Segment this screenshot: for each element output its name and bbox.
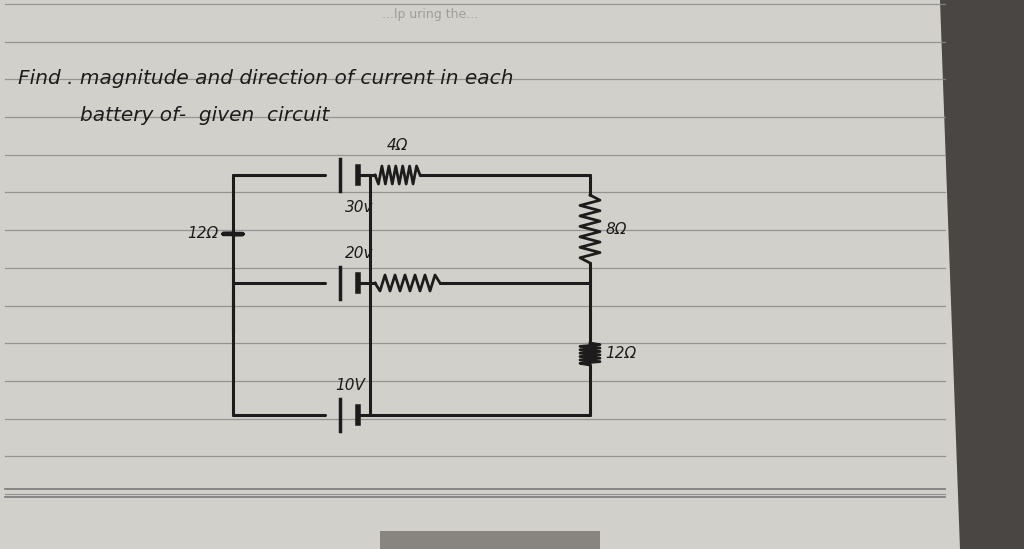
Polygon shape <box>0 0 961 549</box>
Text: Find . magnitude and direction of current in each: Find . magnitude and direction of curren… <box>18 69 513 88</box>
Text: ...lp uring the...: ...lp uring the... <box>382 8 478 21</box>
Text: 10V: 10V <box>335 378 365 393</box>
Text: 12Ω: 12Ω <box>605 346 636 361</box>
Text: 12Ω: 12Ω <box>186 227 218 242</box>
Polygon shape <box>380 531 600 549</box>
Polygon shape <box>940 0 1024 549</box>
Text: 30v: 30v <box>345 200 374 215</box>
Text: 4Ω: 4Ω <box>386 138 408 153</box>
Text: 8Ω: 8Ω <box>605 221 627 237</box>
Text: battery of-  given  circuit: battery of- given circuit <box>80 106 330 125</box>
Text: 20v: 20v <box>345 246 374 261</box>
